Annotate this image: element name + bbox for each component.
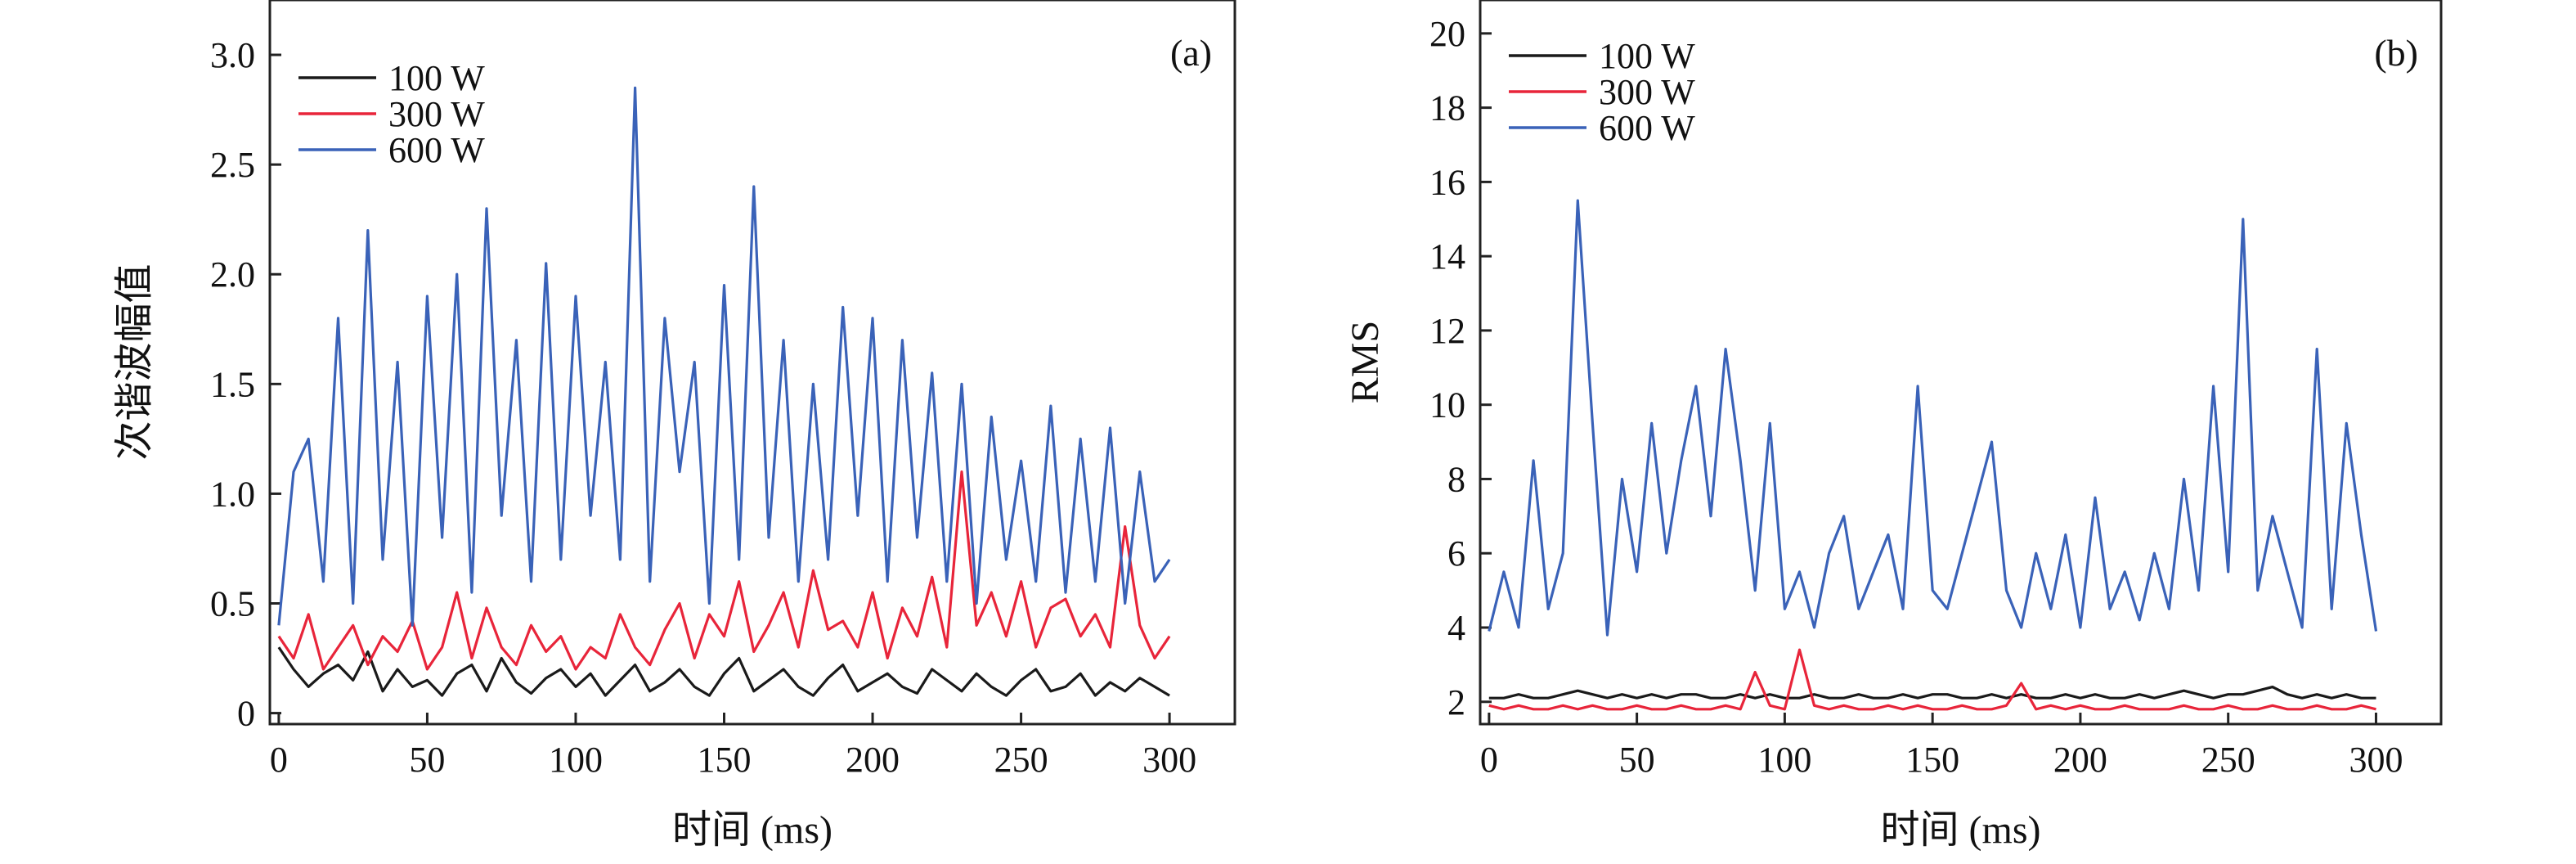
pa-y-tick-label: 2.0 [210, 254, 255, 295]
pa-y-tick-label: 1.5 [210, 364, 255, 404]
pb-y-tick-label: 14 [1429, 236, 1465, 277]
pb-y-tick-label: 18 [1429, 88, 1465, 128]
pb-x-tick-label: 0 [1480, 740, 1498, 780]
pa-series-line-600w [277, 86, 1171, 627]
panel-b-chart: 0 50 100 150 200 250 300 2 4 6 8 10 12 14 16 18 20 时间 (ms… [1344, 0, 2443, 852]
pb-y-tick-label: 2 [1447, 682, 1465, 722]
panel-a-chart: 0 50 100 150 200 250 300 0 0.5 1.0 1.5 2.0 2.5 3.0 时间 … [113, 0, 1236, 852]
pa-x-axis-label: 时间 (ms) [672, 808, 832, 852]
pb-x-tick-label: 50 [1619, 740, 1655, 780]
pb-x-tick-label: 250 [2201, 740, 2255, 780]
pb-y-tick-label: 16 [1429, 162, 1465, 202]
pb-legend-label: 100 W [1599, 36, 1695, 76]
pb-legend-label: 300 W [1599, 72, 1695, 112]
pa-legend-label: 300 W [388, 94, 485, 134]
pb-y-tick-label: 8 [1447, 459, 1465, 499]
pb-y-tick-label: 10 [1429, 385, 1465, 425]
pb-x-tick-label: 100 [1757, 740, 1811, 780]
pa-series-line-300w [277, 470, 1171, 671]
pa-y-axis-label: 次谐波幅值 [113, 263, 156, 460]
pa-y-tick-label: 0 [237, 694, 255, 734]
pb-series-line-600w [1488, 199, 2378, 637]
pa-x-tick-label: 250 [994, 740, 1048, 780]
pb-y-tick-label: 20 [1429, 14, 1465, 54]
pa-y-tick-label: 2.5 [210, 145, 255, 185]
pb-y-tick-label: 12 [1429, 311, 1465, 351]
pa-x-tick-label: 300 [1142, 740, 1196, 780]
pb-x-tick-label: 150 [1905, 740, 1959, 780]
pa-legend-label: 100 W [388, 58, 485, 98]
pb-y-tick-label: 4 [1447, 608, 1465, 648]
pa-legend-label: 600 W [388, 130, 485, 170]
pb-y-tick-label: 6 [1447, 533, 1465, 574]
pb-series-line-300w [1488, 648, 2376, 711]
pb-plot-frame [1479, 0, 2443, 726]
pa-panel-label: (a) [1170, 32, 1212, 74]
pa-series-line-100w [277, 646, 1170, 697]
pa-x-tick-label: 150 [698, 740, 752, 780]
pb-x-axis-label: 时间 (ms) [1881, 808, 2041, 852]
pa-x-tick-label: 50 [409, 740, 445, 780]
pa-x-tick-label: 100 [549, 740, 603, 780]
pb-y-axis-label: RMS [1344, 321, 1387, 403]
pa-plot-frame [268, 0, 1236, 726]
pb-series-line-100w [1488, 685, 2376, 700]
pa-y-tick-label: 3.0 [210, 35, 255, 75]
pa-y-tick-label: 1.0 [210, 474, 255, 514]
pa-x-tick-label: 0 [270, 740, 288, 780]
pb-x-tick-label: 200 [2053, 740, 2107, 780]
pb-x-tick-label: 300 [2349, 740, 2403, 780]
pa-x-tick-label: 200 [846, 740, 900, 780]
pb-panel-label: (b) [2374, 32, 2418, 74]
pa-y-tick-label: 0.5 [210, 584, 255, 624]
pb-legend-label: 600 W [1599, 108, 1695, 148]
